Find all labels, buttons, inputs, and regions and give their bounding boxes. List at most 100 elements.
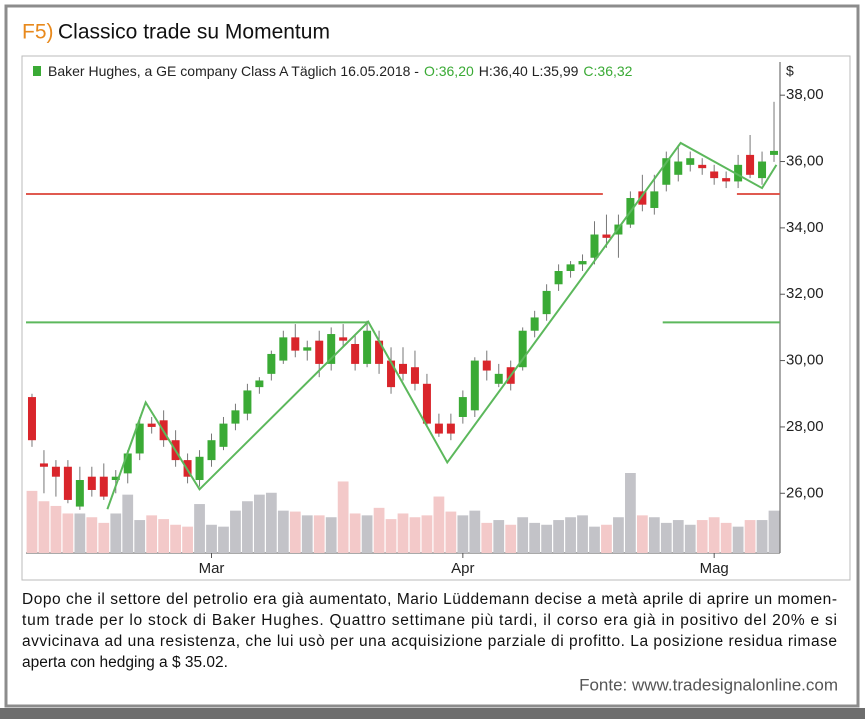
volume-bar (517, 517, 529, 553)
volume-bar (242, 501, 253, 553)
volume-bar (182, 526, 193, 553)
volume-bar (625, 473, 636, 553)
volume-bar (613, 517, 624, 553)
candle-body (746, 154, 755, 175)
volume-bar (732, 526, 744, 553)
candle-body (410, 367, 419, 384)
candle-body (279, 337, 288, 361)
candle-body (758, 161, 767, 179)
volume-bar (720, 522, 732, 553)
chart-box (21, 55, 851, 581)
bottom-bar (0, 708, 865, 719)
caption-line: tum trade per lo stock di Baker Hughes. … (22, 612, 837, 629)
candle-body (267, 353, 276, 374)
candle-body (710, 171, 719, 179)
volume-bar (337, 481, 349, 553)
volume-bar (421, 515, 433, 553)
y-tick-label: 32,00 (786, 285, 824, 302)
y-tick-label: 38,00 (786, 86, 824, 103)
volume-bar (86, 517, 98, 553)
volume-bar (289, 511, 301, 553)
volume-bar (349, 513, 361, 553)
volume-bar (445, 511, 457, 553)
volume-bar (469, 510, 481, 553)
volume-bar (301, 515, 313, 553)
volume-bar (553, 520, 564, 553)
volume-bar (325, 517, 337, 553)
volume-bar (98, 522, 110, 553)
volume-bar (277, 510, 289, 553)
candle-body (518, 330, 527, 368)
candle-body (147, 423, 156, 427)
candle-body (363, 330, 372, 364)
candle-body (698, 164, 707, 169)
volume-bar (218, 526, 229, 553)
caption: Dopo che il settore del petrolio era già… (22, 591, 837, 671)
volume-bar (541, 524, 553, 553)
candle-body (674, 161, 683, 175)
candle-body (734, 164, 743, 182)
y-tick-label: 30,00 (786, 352, 824, 369)
volume-bar (648, 517, 660, 553)
candle-body (195, 456, 204, 481)
candle-body (303, 347, 312, 351)
candle-body (63, 466, 72, 500)
candle-body (339, 337, 348, 341)
candle-body (638, 191, 647, 205)
candle-body (51, 466, 60, 477)
candle-body (27, 397, 36, 441)
candle-body (207, 440, 216, 461)
candle-body (387, 360, 396, 388)
candle-body (243, 390, 252, 414)
volume-bar (62, 513, 74, 553)
volume-bar (577, 515, 588, 553)
y-tick-label: 28,00 (786, 418, 824, 435)
x-tick-label: Mar (199, 560, 225, 577)
volume-bar (481, 522, 493, 553)
volume-bar (265, 492, 277, 553)
candle-body (578, 261, 587, 265)
volume-bar (768, 510, 780, 553)
x-tick-label: Mag (700, 560, 729, 577)
candle-body (446, 423, 455, 434)
caption-line: Dopo che il settore del petrolio era già… (22, 591, 837, 608)
legend-part: O:36,20 (424, 63, 474, 79)
volume-bar (50, 505, 62, 553)
volume-bar (26, 490, 38, 553)
volume-bar (589, 526, 600, 553)
candle-body (111, 476, 120, 481)
volume-bar (636, 515, 648, 553)
y-unit: $ (786, 63, 794, 79)
volume-bar (194, 504, 205, 553)
volume-bar (122, 494, 134, 553)
candle-body (39, 463, 48, 467)
caption-line: avvicinava ad una resistenza, che lui us… (22, 633, 837, 650)
candle-body (458, 397, 467, 417)
volume-bar (74, 513, 86, 553)
volume-bar (756, 520, 768, 553)
candle-body (770, 150, 779, 155)
x-tick-label: Apr (451, 560, 474, 577)
y-tick-label: 26,00 (786, 484, 824, 501)
candle-body (399, 363, 407, 374)
volume-bar (158, 519, 170, 553)
legend: Baker Hughes, a GE company Class A Tägli… (48, 63, 633, 79)
candle-body (554, 271, 563, 285)
candle-body (470, 360, 479, 411)
volume-bar (373, 507, 385, 553)
volume-bar (565, 517, 576, 553)
candle-body (87, 476, 96, 490)
volume-bar (708, 517, 720, 553)
y-tick-label: 36,00 (786, 152, 824, 169)
candle-body (375, 340, 384, 364)
volume-bar (505, 524, 517, 553)
volume-bar (529, 522, 541, 553)
y-tick-label: 34,00 (786, 219, 824, 236)
volume-bar (672, 520, 684, 553)
candle-body (255, 380, 264, 388)
legend-part: Baker Hughes, a GE company Class A Tägli… (48, 63, 419, 79)
volume-bar (110, 513, 122, 553)
volume-bar (230, 510, 241, 553)
candle-body (686, 158, 695, 165)
